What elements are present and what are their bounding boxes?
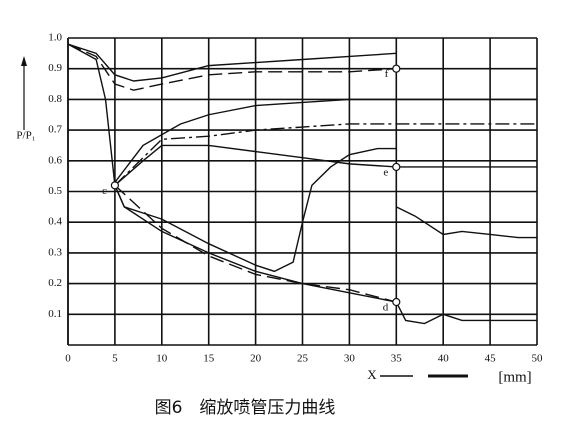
line [114,123,537,186]
y-tick-label: 0.2 [48,277,62,289]
annotation-label: c [102,185,107,197]
line [67,43,397,82]
line [395,301,537,325]
x-axis-unit: [mm] [498,369,531,385]
x-axis-label: X [367,367,377,382]
annotation-point [110,181,120,190]
x-tick-label: 25 [297,353,309,365]
line [114,185,397,303]
y-tick-label: 0.1 [48,308,62,320]
x-tick-label: 40 [438,353,450,365]
x-tick-label: 20 [250,353,262,365]
line [67,43,397,91]
y-tick-label: 0.3 [48,246,62,258]
line [114,98,537,183]
annotation-point [392,297,401,307]
x-tick-label: 0 [65,353,71,365]
x-tick-label: 45 [485,353,497,365]
x-tick-label: 10 [156,353,168,365]
y-tick-label: 0.5 [48,185,62,197]
y-tick-label: 0.7 [48,124,62,136]
annotation-label: f [385,68,389,80]
y-tick-label: 1.0 [48,32,62,44]
annotation-label: d [383,302,389,314]
y-tick-label: 0.4 [48,216,62,228]
x-tick-label: 50 [532,353,544,365]
line [114,184,397,303]
annotation-point [392,64,401,73]
y-tick-label: 0.9 [48,62,62,74]
y-tick-label: 0.8 [48,93,62,105]
y-axis-label: P/P₁ [16,130,35,142]
line [114,144,537,186]
x-tick-label: 30 [344,353,356,365]
x-tick-label: 35 [391,353,403,365]
x-tick-label: 15 [203,353,215,365]
line [395,206,537,239]
y-tick-label: 0.6 [48,154,62,166]
x-tick-label: 5 [112,353,118,365]
y-arrow-head [21,56,27,66]
annotation-point [392,162,401,172]
annotation-label: e [383,166,388,178]
chart-title: 图6 缩放喷管压力曲线 [155,398,336,418]
line [67,43,397,273]
